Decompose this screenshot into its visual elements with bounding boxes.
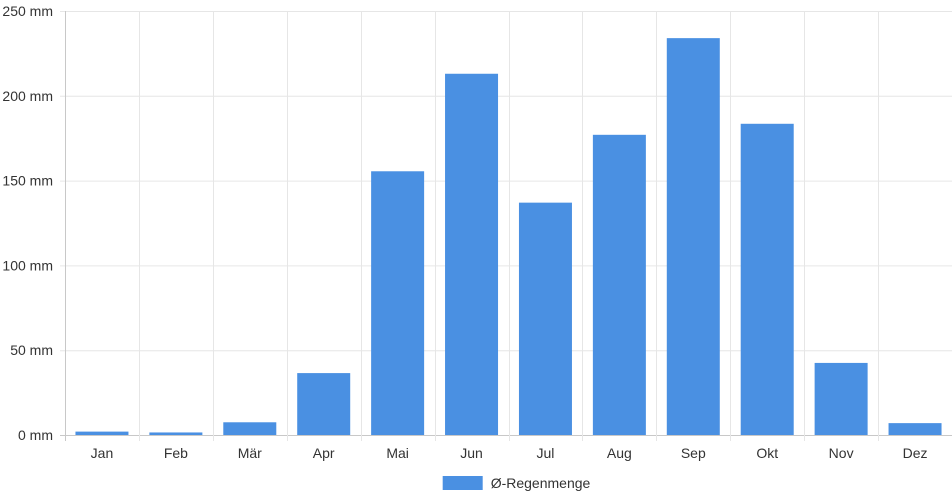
x-tick-label: Mär	[238, 445, 262, 461]
bar-jul[interactable]	[518, 202, 572, 435]
bar-sep[interactable]	[666, 38, 720, 436]
x-tick-label: Jul	[537, 445, 555, 461]
x-tick-labels: Jan Feb Mär Apr Mai Jun Jul Aug Sep Okt Nov Dez	[91, 445, 928, 461]
x-tick-label: Apr	[313, 445, 335, 461]
bar-feb[interactable]	[149, 432, 203, 435]
bar-nov[interactable]	[814, 362, 868, 435]
bar-mär[interactable]	[223, 422, 277, 435]
legend-swatch	[442, 476, 483, 490]
y-tick-label: 50 mm	[10, 342, 53, 358]
x-tick-label: Mai	[386, 445, 409, 461]
y-tick-label: 250 mm	[2, 3, 53, 19]
y-tick-label: 0 mm	[18, 427, 53, 443]
x-tick-label: Jan	[91, 445, 114, 461]
bar-jan[interactable]	[75, 431, 129, 435]
y-tick-label: 150 mm	[2, 173, 53, 189]
x-tick-label: Jun	[460, 445, 483, 461]
bars	[75, 38, 942, 436]
y-tick-labels: 0 mm 50 mm 100 mm 150 mm 200 mm 250 mm	[2, 3, 53, 443]
bar-aug[interactable]	[592, 134, 646, 436]
bar-jun[interactable]	[445, 73, 499, 435]
y-tick-label: 200 mm	[2, 88, 53, 104]
x-tick-label: Aug	[607, 445, 632, 461]
bar-okt[interactable]	[740, 123, 794, 435]
grid-lines	[60, 11, 952, 441]
x-tick-label: Sep	[681, 445, 706, 461]
legend[interactable]: Ø-Regenmenge	[442, 475, 591, 491]
x-tick-label: Dez	[903, 445, 928, 461]
bar-mai[interactable]	[371, 171, 425, 435]
legend-label: Ø-Regenmenge	[491, 475, 591, 491]
bar-dez[interactable]	[888, 423, 942, 435]
x-tick-label: Feb	[164, 445, 188, 461]
x-tick-label: Nov	[829, 445, 854, 461]
x-tick-label: Okt	[756, 445, 778, 461]
y-tick-label: 100 mm	[2, 257, 53, 273]
bar-apr[interactable]	[297, 373, 351, 435]
